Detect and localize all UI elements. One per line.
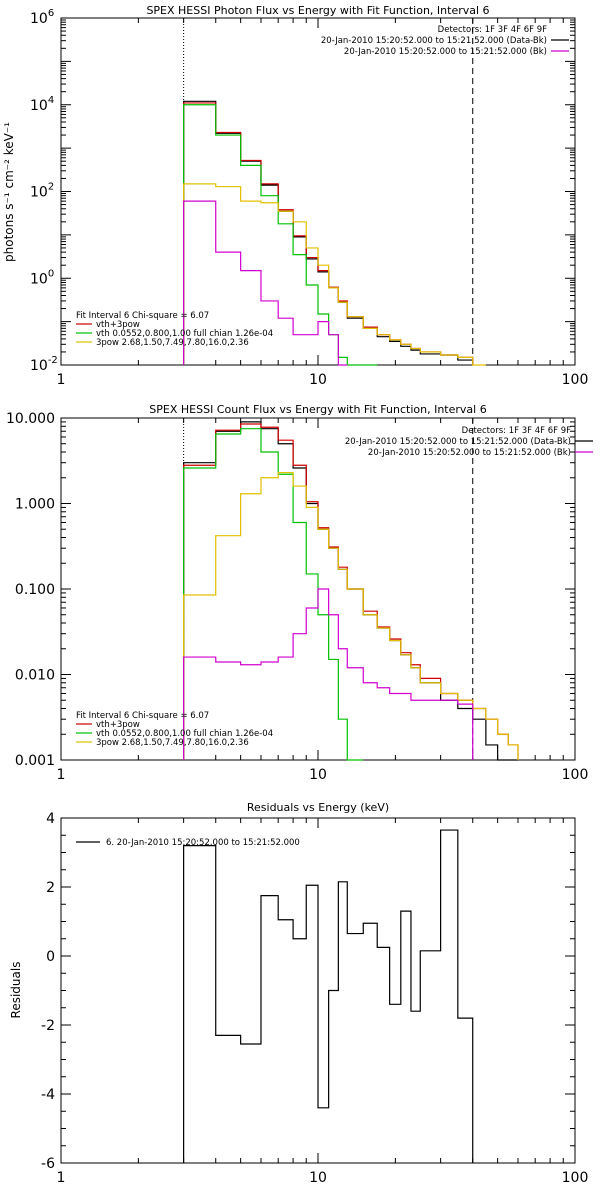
count-flux-x-tick-labels: 1 10 100 [57, 767, 589, 783]
fit-legend-text: vth 0.0552,0.800,1.00 full chian 1.26e-0… [96, 329, 273, 339]
tick-label-exponent: 2 [48, 182, 54, 193]
y-tick-label: 0.010 [15, 668, 55, 684]
tick-label-exponent: 0 [48, 268, 54, 279]
x-tick-label-1: 1 [57, 1170, 66, 1186]
x-tick-label-10: 10 [309, 767, 327, 783]
interval-legend-text: 20-Jan-2010 15:20:52.000 to 15:21:52.000… [368, 448, 571, 458]
x-tick-label-1: 1 [57, 372, 66, 388]
tick-label-base: 10 [30, 358, 48, 374]
interval-legend-text: 6. 20-Jan-2010 15:20:52.000 to 15:21:52.… [106, 838, 300, 848]
x-tick-label-10: 10 [309, 1170, 327, 1186]
x-tick-label-100: 100 [562, 767, 589, 783]
count-flux-y-tick-labels: 10.000 1.000 0.100 0.010 0.001 [6, 411, 55, 769]
fit-legend-text: vth+3pow [96, 720, 140, 730]
photon-flux-series [183, 100, 486, 366]
fit-legend-text: vth 0.0552,0.800,1.00 full chian 1.26e-0… [96, 729, 273, 739]
tick-label-exponent: 4 [48, 95, 54, 106]
tick-label-base: 10 [30, 11, 48, 27]
y-tick-label: 102 [30, 182, 54, 201]
y-tick-label: 0.100 [15, 582, 55, 598]
y-tick-label: -4 [41, 1087, 55, 1103]
y-tick-label: 104 [30, 95, 54, 114]
series-data-bk [183, 421, 518, 761]
photon-flux-x-tick-labels: 1 10 100 [57, 372, 589, 388]
photon-flux-fit-legend: Fit Interval 6 Chi-square = 6.07vth+3pow… [76, 311, 273, 348]
residuals-title: Residuals vs Energy (keV) [247, 801, 389, 814]
series-residuals [183, 829, 474, 1163]
series-3pow [183, 183, 486, 366]
y-tick-label: 106 [30, 8, 54, 27]
y-tick-label: 100 [30, 268, 54, 287]
residuals-series [183, 829, 474, 1163]
photon-flux-y-axis-label: photons s⁻¹ cm⁻² keV⁻¹ [2, 122, 16, 262]
count-flux-series [183, 421, 519, 761]
residuals-ticks [60, 817, 576, 1164]
fit-legend-title: Fit Interval 6 Chi-square = 6.07 [76, 311, 209, 321]
y-tick-label: -6 [41, 1156, 55, 1172]
interval-legend-text: 20-Jan-2010 15:20:52.000 to 15:21:52.000… [321, 36, 547, 46]
fit-legend-text: 3pow 2.68,1.50,7.49,7.80,16.0,2.36 [96, 738, 249, 748]
y-tick-label: 1.000 [15, 497, 55, 513]
y-tick-label: 10-2 [30, 355, 58, 374]
x-tick-label-1: 1 [57, 767, 66, 783]
tick-label-exponent: 6 [48, 8, 54, 19]
residuals-interval-legend: 6. 20-Jan-2010 15:20:52.000 to 15:21:52.… [76, 838, 300, 848]
interval-legend-text: 20-Jan-2010 15:20:52.000 to 15:21:52.000… [344, 47, 547, 57]
y-tick-label: 2 [46, 880, 55, 896]
tick-label-base: 10 [30, 185, 48, 201]
residuals-panel: Residuals vs Energy (keV) 420-2-4-6 1 10 1… [9, 801, 588, 1186]
fit-legend-text: vth+3pow [96, 320, 140, 330]
y-tick-label: 0 [46, 949, 55, 965]
series-vth [183, 428, 364, 761]
interval-legend-text: Detectors: 1F 3F 4F 6F 9F [438, 25, 547, 35]
tick-label-base: 10 [30, 98, 48, 114]
count-flux-panel: SPEX HESSI Count Flux vs Energy with Fit… [6, 403, 593, 783]
series-vth-3pow [183, 423, 519, 760]
y-tick-label: 10.000 [6, 411, 55, 427]
fit-legend-title: Fit Interval 6 Chi-square = 6.07 [76, 711, 209, 721]
residuals-x-tick-labels: 1 10 100 [57, 1170, 589, 1186]
interval-legend-text: 20-Jan-2010 15:20:52.000 to 15:21:52.000… [345, 437, 571, 447]
series-bk [183, 200, 348, 366]
count-flux-title: SPEX HESSI Count Flux vs Energy with Fit… [149, 403, 486, 416]
series-3pow [183, 471, 519, 760]
fit-legend-text: 3pow 2.68,1.50,7.49,7.80,16.0,2.36 [96, 338, 249, 348]
count-flux-ticks [60, 417, 576, 761]
residuals-y-axis-label: Residuals [9, 962, 23, 1019]
x-tick-label-100: 100 [562, 1170, 589, 1186]
photon-flux-range-markers [183, 18, 474, 365]
residuals-y-tick-labels: 4 2 0 -2 -4 -6 [41, 811, 55, 1172]
y-tick-label: -2 [41, 1018, 55, 1034]
series-bk [183, 588, 474, 760]
x-tick-label-10: 10 [309, 372, 327, 388]
x-tick-label-100: 100 [562, 372, 589, 388]
series-vth [183, 104, 378, 366]
photon-flux-panel: SPEX HESSI Photon Flux vs Energy with Fi… [2, 4, 588, 388]
photon-flux-title: SPEX HESSI Photon Flux vs Energy with Fi… [146, 4, 489, 17]
count-flux-fit-legend: Fit Interval 6 Chi-square = 6.07vth+3pow… [76, 711, 273, 748]
photon-flux-ticks [60, 17, 576, 366]
y-tick-label: 0.001 [15, 753, 55, 769]
tick-label-base: 10 [30, 271, 48, 287]
y-tick-label: 4 [46, 811, 55, 827]
interval-legend-text: Detectors: 1F 3F 4F 6F 9F [462, 426, 571, 436]
tick-label-exponent: -2 [48, 355, 58, 366]
